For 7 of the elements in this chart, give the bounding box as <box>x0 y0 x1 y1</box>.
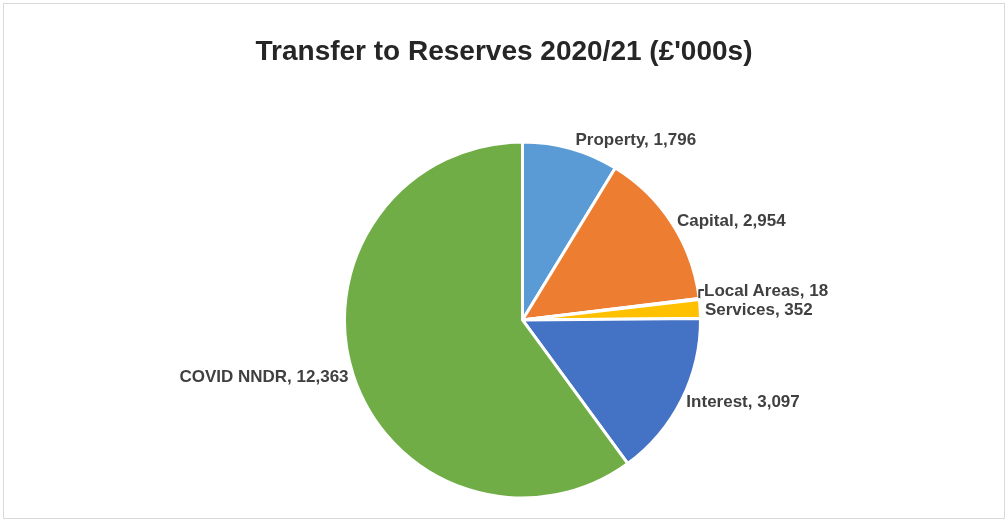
slice-label: Interest, 3,097 <box>686 392 800 412</box>
slice-label: Services, 352 <box>704 299 813 319</box>
slice-label: Property, 1,796 <box>575 130 697 150</box>
slice-label: Local Areas, 18 <box>704 280 829 300</box>
slice-label: COVID NNDR, 12,363 <box>179 366 349 386</box>
slice-label: Capital, 2,954 <box>676 211 787 231</box>
chart-title: Transfer to Reserves 2020/21 (£'000s) <box>255 34 753 66</box>
